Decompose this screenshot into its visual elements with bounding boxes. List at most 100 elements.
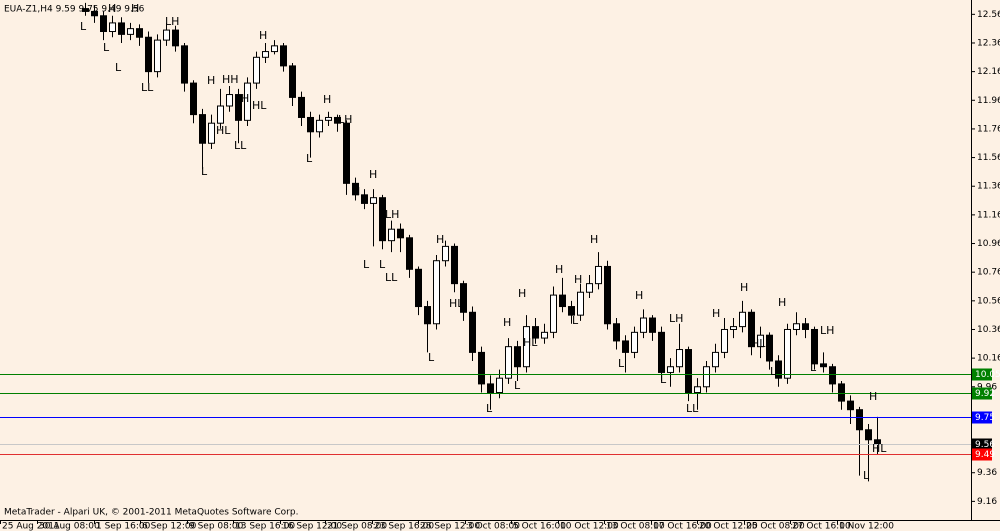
pivot-label: LL bbox=[385, 271, 398, 284]
x-tick-label: 30 Aug 08:00 bbox=[39, 522, 100, 531]
x-tick-label: 16 Sep 12:00 bbox=[282, 522, 342, 531]
pivot-label: H bbox=[740, 281, 748, 294]
level-label-bg bbox=[972, 387, 992, 400]
candle-body bbox=[451, 245, 458, 285]
candle-body bbox=[406, 237, 413, 270]
x-tick-label: 13 Oct 08:00 bbox=[606, 522, 665, 531]
candle-body bbox=[199, 114, 206, 144]
x-tick-label: 9 Sep 08:00 bbox=[189, 522, 244, 531]
level-label: 9.49 bbox=[975, 450, 995, 460]
candle-body bbox=[568, 306, 575, 316]
pivot-label: L bbox=[514, 379, 521, 392]
candle-body bbox=[379, 197, 386, 242]
y-tick-label: 10.56 bbox=[977, 296, 1000, 306]
candle-body bbox=[136, 28, 143, 38]
candle-body bbox=[586, 283, 593, 293]
candle-body bbox=[838, 383, 845, 402]
candle-body bbox=[784, 328, 791, 379]
pivot-label: LH bbox=[338, 113, 352, 126]
level-label: 10.05 bbox=[975, 370, 1000, 380]
candle-body bbox=[190, 82, 197, 116]
level-label-bg bbox=[972, 411, 992, 424]
pivot-label: L bbox=[115, 61, 122, 74]
candle-body bbox=[388, 228, 395, 242]
pivot-label: HL bbox=[252, 99, 267, 112]
candle-body bbox=[352, 182, 359, 196]
level-label: 9.92 bbox=[975, 389, 995, 399]
candle-body bbox=[847, 400, 854, 411]
pivot-label: L bbox=[810, 361, 817, 374]
candle-body bbox=[298, 96, 305, 118]
candle-body bbox=[622, 340, 629, 353]
chart-title: EUA-Z1,H4 9.59 9.75 9.49 9.56 bbox=[4, 5, 145, 15]
candle-body bbox=[505, 346, 512, 379]
candle-body bbox=[442, 245, 449, 262]
x-tick-label: 1 Nov 12:00 bbox=[839, 522, 894, 531]
candle-body bbox=[217, 105, 224, 124]
pivot-label: L bbox=[343, 136, 350, 149]
x-tick-label: 27 Oct 16:00 bbox=[792, 522, 851, 531]
candle-body bbox=[793, 323, 800, 330]
pivot-label: L bbox=[660, 373, 667, 386]
y-tick-label: 9.36 bbox=[977, 468, 997, 478]
candle-body bbox=[496, 377, 503, 394]
pivot-label: H bbox=[778, 296, 786, 309]
pivot-label: H bbox=[436, 233, 444, 246]
y-tick-label: 11.36 bbox=[977, 182, 1000, 192]
candle-body bbox=[595, 265, 602, 285]
candle-body bbox=[487, 383, 494, 394]
candle-body bbox=[271, 45, 278, 53]
pivot-label: H bbox=[352, 185, 360, 198]
candle-body bbox=[865, 429, 872, 441]
pivot-label: H bbox=[574, 273, 582, 286]
candle-body bbox=[703, 366, 710, 388]
pivot-label: H bbox=[869, 390, 877, 403]
pivot-label: L bbox=[306, 152, 313, 165]
pivot-label: L bbox=[486, 402, 493, 415]
level-label: 9.75 bbox=[975, 413, 995, 423]
candle-body bbox=[208, 122, 215, 144]
candle-body bbox=[739, 311, 746, 328]
candle-body bbox=[748, 311, 755, 348]
pivot-label: H bbox=[635, 289, 643, 302]
candle-body bbox=[154, 39, 161, 73]
candle-body bbox=[163, 29, 170, 41]
pivot-label: L bbox=[363, 258, 370, 271]
y-tick-label: 11.96 bbox=[977, 96, 1000, 106]
pivot-label: H bbox=[712, 307, 720, 320]
footer: MetaTrader - Alpari UK, © 2001-2011 Meta… bbox=[4, 508, 298, 518]
x-tick-label: 3 Oct 08:00 bbox=[467, 522, 520, 531]
candle-body bbox=[307, 116, 314, 133]
level-label-bg bbox=[972, 448, 992, 461]
candle-body bbox=[361, 194, 368, 204]
candle-body bbox=[856, 409, 863, 431]
candle-body bbox=[100, 15, 107, 33]
x-tick-label: 20 Oct 12:00 bbox=[699, 522, 758, 531]
candle-body bbox=[613, 323, 620, 342]
pivot-label: LH bbox=[820, 324, 834, 337]
pivot-label: L bbox=[80, 20, 87, 33]
level-label: 9.56 bbox=[975, 440, 995, 450]
candle-body bbox=[325, 116, 332, 121]
pivot-label: H bbox=[108, 2, 116, 15]
pivot-label: L bbox=[379, 258, 386, 271]
candle-body bbox=[730, 326, 737, 330]
candle-body bbox=[640, 317, 647, 333]
x-tick-label: 13 Sep 16:00 bbox=[235, 522, 295, 531]
candle-body bbox=[145, 36, 152, 73]
pivot-label: L bbox=[618, 357, 625, 370]
x-tick-label: 28 Sep 12:00 bbox=[420, 522, 480, 531]
candle-body bbox=[172, 29, 179, 47]
candle-body bbox=[460, 283, 467, 313]
pivot-label: LL bbox=[141, 81, 154, 94]
pivot-label: H bbox=[518, 287, 526, 300]
pivot-label: HL bbox=[523, 336, 538, 349]
candle-body bbox=[685, 349, 692, 394]
candle-body bbox=[721, 328, 728, 353]
candle-body bbox=[550, 294, 557, 333]
y-tick-label: 9.16 bbox=[977, 497, 997, 507]
level-label-bg bbox=[972, 438, 992, 451]
candle-body bbox=[829, 366, 836, 385]
candle-body bbox=[433, 260, 440, 325]
